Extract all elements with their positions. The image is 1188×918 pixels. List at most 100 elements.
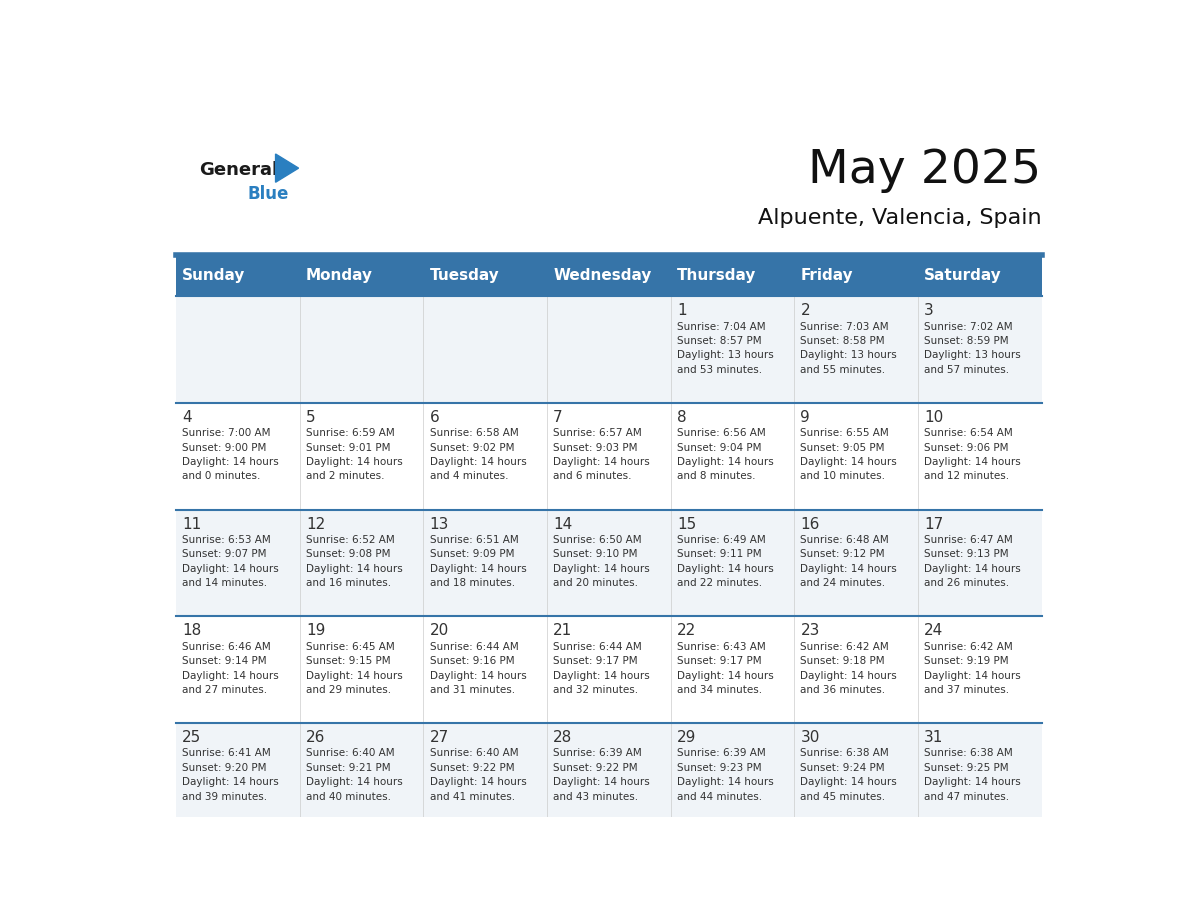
Text: Sunrise: 6:59 AM
Sunset: 9:01 PM
Daylight: 14 hours
and 2 minutes.: Sunrise: 6:59 AM Sunset: 9:01 PM Dayligh… <box>307 428 403 481</box>
Bar <box>299 297 423 403</box>
Text: 8: 8 <box>677 409 687 425</box>
Text: Sunrise: 6:58 AM
Sunset: 9:02 PM
Daylight: 14 hours
and 4 minutes.: Sunrise: 6:58 AM Sunset: 9:02 PM Dayligh… <box>430 428 526 481</box>
Text: Sunrise: 6:55 AM
Sunset: 9:05 PM
Daylight: 14 hours
and 10 minutes.: Sunrise: 6:55 AM Sunset: 9:05 PM Dayligh… <box>801 428 897 481</box>
Text: Sunrise: 6:50 AM
Sunset: 9:10 PM
Daylight: 14 hours
and 20 minutes.: Sunrise: 6:50 AM Sunset: 9:10 PM Dayligh… <box>554 535 650 588</box>
Text: 22: 22 <box>677 623 696 638</box>
Text: Sunrise: 6:38 AM
Sunset: 9:25 PM
Daylight: 14 hours
and 47 minutes.: Sunrise: 6:38 AM Sunset: 9:25 PM Dayligh… <box>924 748 1020 801</box>
Bar <box>795 616 918 723</box>
Text: 20: 20 <box>430 623 449 638</box>
Text: Sunrise: 6:46 AM
Sunset: 9:14 PM
Daylight: 14 hours
and 27 minutes.: Sunrise: 6:46 AM Sunset: 9:14 PM Dayligh… <box>182 642 279 695</box>
Text: Sunrise: 6:39 AM
Sunset: 9:23 PM
Daylight: 14 hours
and 44 minutes.: Sunrise: 6:39 AM Sunset: 9:23 PM Dayligh… <box>677 748 773 801</box>
Text: 30: 30 <box>801 730 820 745</box>
Bar <box>918 509 1042 616</box>
Text: Sunrise: 6:57 AM
Sunset: 9:03 PM
Daylight: 14 hours
and 6 minutes.: Sunrise: 6:57 AM Sunset: 9:03 PM Dayligh… <box>554 428 650 481</box>
Polygon shape <box>276 154 298 183</box>
Text: 13: 13 <box>430 517 449 532</box>
Text: 15: 15 <box>677 517 696 532</box>
Bar <box>671 297 795 403</box>
Text: Sunrise: 6:42 AM
Sunset: 9:18 PM
Daylight: 14 hours
and 36 minutes.: Sunrise: 6:42 AM Sunset: 9:18 PM Dayligh… <box>801 642 897 695</box>
Text: Sunrise: 6:44 AM
Sunset: 9:16 PM
Daylight: 14 hours
and 31 minutes.: Sunrise: 6:44 AM Sunset: 9:16 PM Dayligh… <box>430 642 526 695</box>
Text: Sunrise: 6:56 AM
Sunset: 9:04 PM
Daylight: 14 hours
and 8 minutes.: Sunrise: 6:56 AM Sunset: 9:04 PM Dayligh… <box>677 428 773 481</box>
Text: Sunrise: 7:03 AM
Sunset: 8:58 PM
Daylight: 13 hours
and 55 minutes.: Sunrise: 7:03 AM Sunset: 8:58 PM Dayligh… <box>801 321 897 375</box>
Bar <box>299 255 423 297</box>
Bar <box>918 616 1042 723</box>
Text: 31: 31 <box>924 730 943 745</box>
Text: Sunrise: 6:54 AM
Sunset: 9:06 PM
Daylight: 14 hours
and 12 minutes.: Sunrise: 6:54 AM Sunset: 9:06 PM Dayligh… <box>924 428 1020 481</box>
Text: Sunday: Sunday <box>182 268 246 283</box>
Text: 5: 5 <box>307 409 316 425</box>
Bar <box>918 403 1042 509</box>
Text: Sunrise: 7:02 AM
Sunset: 8:59 PM
Daylight: 13 hours
and 57 minutes.: Sunrise: 7:02 AM Sunset: 8:59 PM Dayligh… <box>924 321 1020 375</box>
Text: 28: 28 <box>554 730 573 745</box>
Bar <box>546 255 671 297</box>
Text: Sunrise: 6:48 AM
Sunset: 9:12 PM
Daylight: 14 hours
and 24 minutes.: Sunrise: 6:48 AM Sunset: 9:12 PM Dayligh… <box>801 535 897 588</box>
Bar <box>918 723 1042 830</box>
Text: 26: 26 <box>307 730 326 745</box>
Text: 7: 7 <box>554 409 563 425</box>
Bar <box>176 403 299 509</box>
Bar <box>299 509 423 616</box>
Text: 23: 23 <box>801 623 820 638</box>
Bar <box>176 297 299 403</box>
Bar <box>423 509 546 616</box>
Text: Saturday: Saturday <box>924 268 1001 283</box>
Bar <box>795 297 918 403</box>
Bar <box>299 723 423 830</box>
Text: Tuesday: Tuesday <box>430 268 499 283</box>
Text: Sunrise: 6:49 AM
Sunset: 9:11 PM
Daylight: 14 hours
and 22 minutes.: Sunrise: 6:49 AM Sunset: 9:11 PM Dayligh… <box>677 535 773 588</box>
Text: Friday: Friday <box>801 268 853 283</box>
Text: Sunrise: 6:39 AM
Sunset: 9:22 PM
Daylight: 14 hours
and 43 minutes.: Sunrise: 6:39 AM Sunset: 9:22 PM Dayligh… <box>554 748 650 801</box>
Bar <box>546 297 671 403</box>
Text: 17: 17 <box>924 517 943 532</box>
Text: Sunrise: 6:40 AM
Sunset: 9:22 PM
Daylight: 14 hours
and 41 minutes.: Sunrise: 6:40 AM Sunset: 9:22 PM Dayligh… <box>430 748 526 801</box>
Bar <box>176 616 299 723</box>
Bar <box>671 509 795 616</box>
Text: 2: 2 <box>801 303 810 319</box>
Text: Sunrise: 7:00 AM
Sunset: 9:00 PM
Daylight: 14 hours
and 0 minutes.: Sunrise: 7:00 AM Sunset: 9:00 PM Dayligh… <box>182 428 279 481</box>
Text: Sunrise: 6:52 AM
Sunset: 9:08 PM
Daylight: 14 hours
and 16 minutes.: Sunrise: 6:52 AM Sunset: 9:08 PM Dayligh… <box>307 535 403 588</box>
Bar <box>176 509 299 616</box>
Text: 24: 24 <box>924 623 943 638</box>
Text: Sunrise: 6:41 AM
Sunset: 9:20 PM
Daylight: 14 hours
and 39 minutes.: Sunrise: 6:41 AM Sunset: 9:20 PM Dayligh… <box>182 748 279 801</box>
Bar <box>546 723 671 830</box>
Bar <box>176 723 299 830</box>
Text: Sunrise: 6:38 AM
Sunset: 9:24 PM
Daylight: 14 hours
and 45 minutes.: Sunrise: 6:38 AM Sunset: 9:24 PM Dayligh… <box>801 748 897 801</box>
Bar <box>423 403 546 509</box>
Text: Sunrise: 6:43 AM
Sunset: 9:17 PM
Daylight: 14 hours
and 34 minutes.: Sunrise: 6:43 AM Sunset: 9:17 PM Dayligh… <box>677 642 773 695</box>
Bar <box>671 723 795 830</box>
Bar <box>918 255 1042 297</box>
Text: Sunrise: 6:40 AM
Sunset: 9:21 PM
Daylight: 14 hours
and 40 minutes.: Sunrise: 6:40 AM Sunset: 9:21 PM Dayligh… <box>307 748 403 801</box>
Bar <box>671 616 795 723</box>
Text: Thursday: Thursday <box>677 268 757 283</box>
Bar <box>795 509 918 616</box>
Text: 16: 16 <box>801 517 820 532</box>
Text: May 2025: May 2025 <box>809 148 1042 193</box>
Text: Sunrise: 6:53 AM
Sunset: 9:07 PM
Daylight: 14 hours
and 14 minutes.: Sunrise: 6:53 AM Sunset: 9:07 PM Dayligh… <box>182 535 279 588</box>
Text: 4: 4 <box>182 409 192 425</box>
Bar <box>671 403 795 509</box>
Bar <box>299 616 423 723</box>
Bar <box>423 723 546 830</box>
Text: Sunrise: 6:45 AM
Sunset: 9:15 PM
Daylight: 14 hours
and 29 minutes.: Sunrise: 6:45 AM Sunset: 9:15 PM Dayligh… <box>307 642 403 695</box>
Text: 12: 12 <box>307 517 326 532</box>
Bar <box>795 255 918 297</box>
Text: Alpuente, Valencia, Spain: Alpuente, Valencia, Spain <box>758 207 1042 228</box>
Text: 11: 11 <box>182 517 202 532</box>
Bar <box>546 403 671 509</box>
Text: 6: 6 <box>430 409 440 425</box>
Bar <box>795 723 918 830</box>
Text: Sunrise: 6:51 AM
Sunset: 9:09 PM
Daylight: 14 hours
and 18 minutes.: Sunrise: 6:51 AM Sunset: 9:09 PM Dayligh… <box>430 535 526 588</box>
Bar <box>176 255 299 297</box>
Text: 9: 9 <box>801 409 810 425</box>
Text: 3: 3 <box>924 303 934 319</box>
Text: 14: 14 <box>554 517 573 532</box>
Text: 19: 19 <box>307 623 326 638</box>
Text: Monday: Monday <box>307 268 373 283</box>
Bar <box>918 297 1042 403</box>
Text: Sunrise: 6:47 AM
Sunset: 9:13 PM
Daylight: 14 hours
and 26 minutes.: Sunrise: 6:47 AM Sunset: 9:13 PM Dayligh… <box>924 535 1020 588</box>
Text: Sunrise: 6:44 AM
Sunset: 9:17 PM
Daylight: 14 hours
and 32 minutes.: Sunrise: 6:44 AM Sunset: 9:17 PM Dayligh… <box>554 642 650 695</box>
Text: 10: 10 <box>924 409 943 425</box>
Bar <box>546 616 671 723</box>
Text: 29: 29 <box>677 730 696 745</box>
Text: 1: 1 <box>677 303 687 319</box>
